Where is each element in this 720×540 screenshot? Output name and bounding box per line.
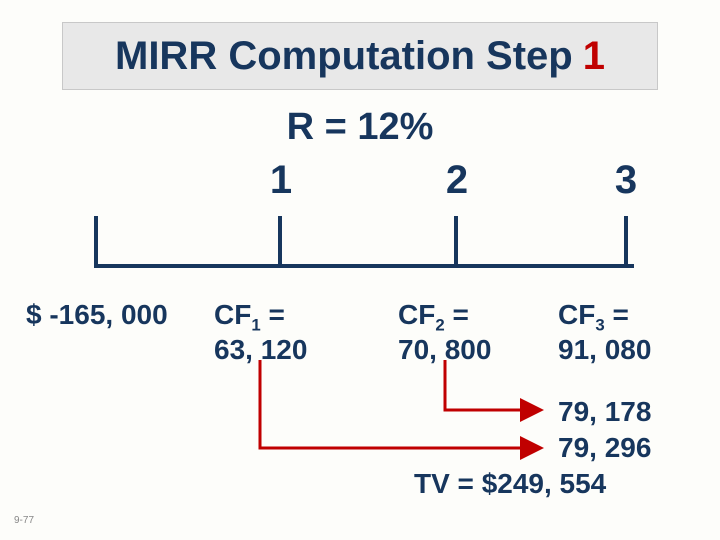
page-number: 9-77 [14, 515, 34, 526]
cf1-eq: = [261, 299, 285, 330]
compound-arrows [220, 360, 580, 470]
cashflow-1: CF1 = 63, 120 [214, 300, 307, 366]
rate-label: R = 12% [0, 106, 720, 149]
title-step: 1 [583, 34, 605, 79]
cf2-sub: 2 [435, 316, 444, 335]
terminal-value: TV = $249, 554 [414, 468, 606, 500]
cf3-prefix: CF [558, 299, 595, 330]
period-2: 2 [437, 158, 477, 203]
title-box: MIRR Computation Step 1 [62, 22, 658, 90]
period-1: 1 [261, 158, 301, 203]
cf2-prefix: CF [398, 299, 435, 330]
timeline-svg [94, 206, 654, 272]
cf3-sub: 3 [595, 316, 604, 335]
cashflow-0: $ -165, 000 [26, 300, 168, 331]
title-main: MIRR Computation Step [115, 34, 573, 79]
cf1-sub: 1 [251, 316, 260, 335]
cf1-prefix: CF [214, 299, 251, 330]
cashflow-2: CF2 = 70, 800 [398, 300, 491, 366]
cashflow-3: CF3 = 91, 080 [558, 300, 651, 366]
cf3-eq: = [605, 299, 629, 330]
period-3: 3 [606, 158, 646, 203]
cf2-eq: = [445, 299, 469, 330]
